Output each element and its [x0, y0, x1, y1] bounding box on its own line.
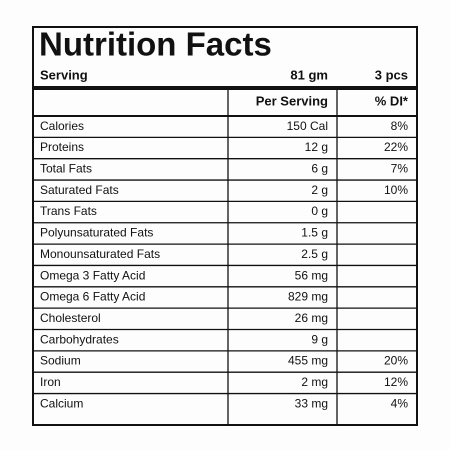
thick-rule: [33, 86, 417, 90]
label-border: [32, 26, 418, 426]
column-header: Per Serving: [256, 93, 328, 108]
nutrient-name: Calcium: [40, 396, 83, 410]
nutrient-di: 10%: [384, 183, 408, 197]
serving-pieces: 3 pcs: [375, 67, 408, 82]
nutrient-name: Proteins: [40, 140, 84, 154]
nutrient-amount: 56 mg: [295, 268, 328, 282]
nutrient-amount: 1.5 g: [301, 226, 328, 240]
title: Nutrition Facts: [39, 26, 272, 63]
nutrient-di: 12%: [384, 375, 408, 389]
nutrient-amount: 33 mg: [295, 396, 328, 410]
nutrient-amount: 6 g: [311, 162, 328, 176]
nutrient-amount: 0 g: [311, 204, 328, 218]
column-header: % DI*: [375, 93, 409, 108]
nutrient-name: Monounsaturated Fats: [40, 247, 160, 261]
nutrient-name: Saturated Fats: [40, 183, 119, 197]
nutrient-name: Trans Fats: [40, 204, 97, 218]
nutrient-name: Omega 3 Fatty Acid: [40, 268, 145, 282]
nutrient-name: Cholesterol: [40, 311, 101, 325]
nutrient-name: Total Fats: [40, 162, 92, 176]
nutrient-amount: 2 g: [311, 183, 328, 197]
nutrient-di: 8%: [391, 119, 409, 133]
nutrient-amount: 829 mg: [288, 290, 328, 304]
nutrient-amount: 150 Cal: [287, 119, 328, 133]
serving-weight: 81 gm: [290, 67, 328, 82]
nutrient-amount: 2.5 g: [301, 247, 328, 261]
serving-label: Serving: [40, 67, 88, 82]
nutrient-di: 22%: [384, 140, 408, 154]
nutrient-name: Omega 6 Fatty Acid: [40, 290, 145, 304]
nutrient-name: Iron: [40, 375, 61, 389]
nutrient-di: 7%: [391, 162, 409, 176]
nutrient-amount: 26 mg: [295, 311, 328, 325]
nutrient-amount: 12 g: [305, 140, 328, 154]
nutrient-di: 20%: [384, 354, 408, 368]
nutrient-name: Sodium: [40, 354, 81, 368]
nutrient-amount: 2 mg: [301, 375, 328, 389]
nutrient-di: 4%: [391, 396, 409, 410]
nutrient-amount: 455 mg: [288, 354, 328, 368]
nutrient-name: Carbohydrates: [40, 332, 119, 346]
nutrient-name: Calories: [40, 119, 84, 133]
nutrient-name: Polyunsaturated Fats: [40, 226, 153, 240]
nutrient-amount: 9 g: [311, 332, 328, 346]
